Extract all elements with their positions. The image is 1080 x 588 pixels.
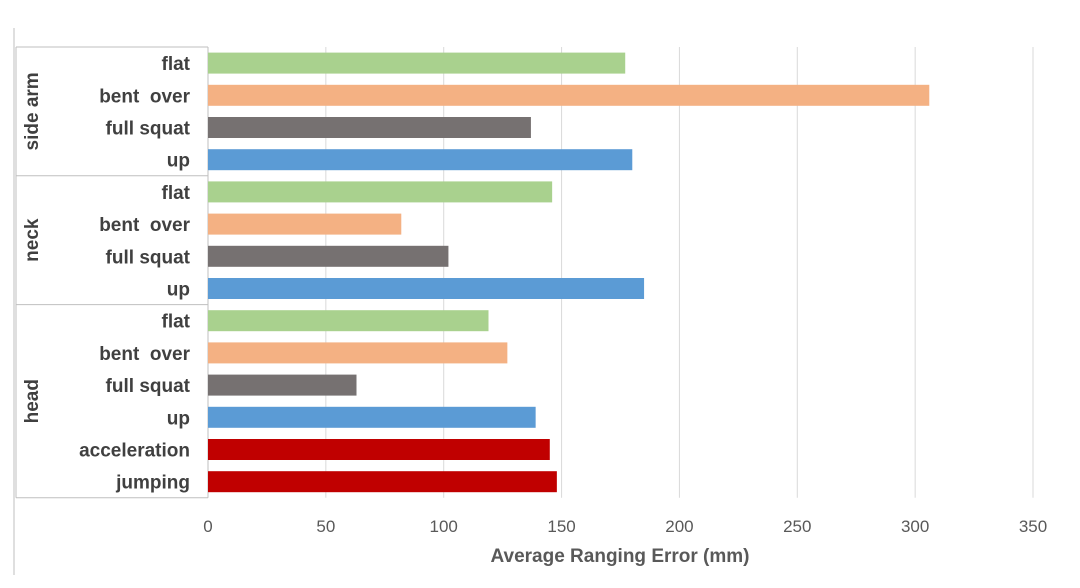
category-label: bent over (99, 344, 190, 365)
category-label: flat (162, 312, 191, 333)
bar (208, 149, 633, 171)
x-tick-label: 200 (665, 517, 693, 536)
x-tick-label: 250 (783, 517, 811, 536)
bar (208, 84, 930, 106)
category-label: full squat (106, 376, 191, 397)
group-label: neck (22, 218, 43, 262)
bars (208, 52, 930, 493)
bar (208, 374, 357, 396)
category-label: full squat (106, 247, 191, 268)
group-label: head (22, 379, 43, 423)
category-label: bent over (99, 86, 190, 107)
x-tick-label: 0 (203, 517, 212, 536)
category-label: flat (162, 183, 191, 204)
group-labels: side arm neck head (22, 72, 43, 423)
bar (208, 439, 550, 460)
x-tick-labels: 0 50 100 150 200 250 300 350 (203, 517, 1047, 536)
bar (208, 342, 508, 364)
x-tick-label: 300 (901, 517, 929, 536)
x-axis-title: Average Ranging Error (mm) (490, 546, 749, 567)
category-label: bent over (99, 215, 190, 236)
grid-lines (207, 47, 1034, 498)
x-tick-label: 50 (316, 517, 335, 536)
category-labels: flat bent over full squat up flat bent over fu… (79, 54, 191, 494)
category-label: jumping (115, 473, 190, 494)
bar (208, 213, 402, 235)
bar (208, 181, 553, 203)
bar (208, 406, 536, 428)
group-label: side arm (22, 72, 43, 150)
bar (208, 310, 489, 332)
category-label: flat (162, 54, 191, 75)
x-tick-label: 100 (430, 517, 458, 536)
category-label: acceleration (79, 441, 190, 462)
category-label: full squat (106, 119, 191, 140)
bar (208, 117, 531, 138)
category-label: up (167, 408, 190, 429)
category-label: up (167, 151, 190, 172)
bar (208, 278, 645, 299)
x-tick-label: 150 (547, 517, 575, 536)
bar (208, 245, 449, 267)
bar (208, 471, 557, 493)
x-tick-label: 350 (1019, 517, 1047, 536)
category-label: up (167, 280, 190, 301)
bar (208, 52, 626, 74)
